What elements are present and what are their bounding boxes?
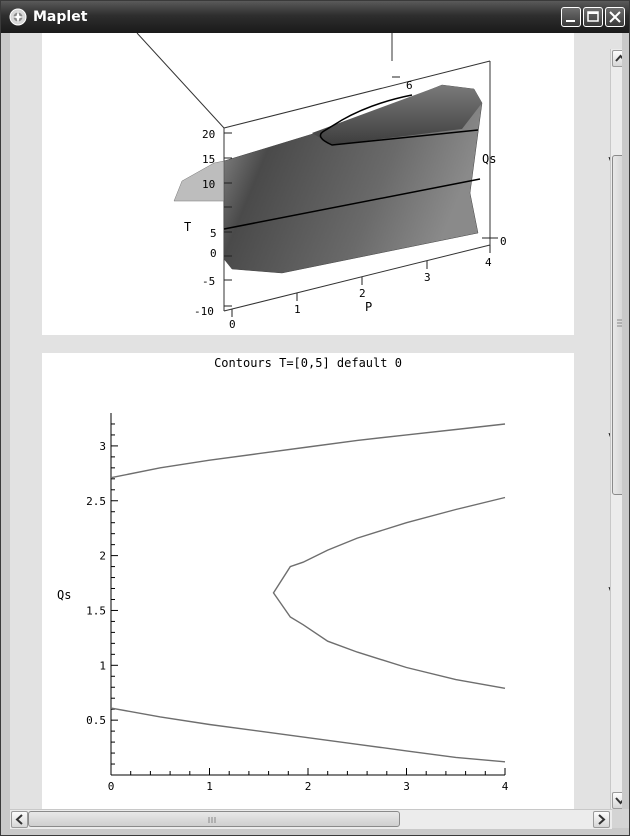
contour-plot-2d[interactable]: Contours T=[0,5] default 0 Qs 0 1 2 3 4 0.5 1 1… [42,353,574,813]
qs-axis-ticks [392,76,498,239]
arrow-up-icon [615,54,622,62]
arrow-left-icon [15,814,23,825]
surface-contour-bottom [223,178,481,230]
axes [110,413,505,776]
contour-line-2 [272,496,506,689]
surface-left-flank [173,160,225,202]
maple-leaf-icon [9,8,27,26]
p-tick-4: 4 [485,256,492,269]
scroll-left-button[interactable] [11,811,28,828]
surface-contour-top [319,94,479,146]
contour-line-1 [110,423,506,479]
vertical-scroll-thumb[interactable] [612,155,622,495]
y-tick-label: 0.5 [86,714,106,727]
x-tick-label: 0 [108,780,115,793]
close-icon [609,11,621,23]
scroll-right-button[interactable] [593,811,610,828]
arrow-right-icon [598,814,606,825]
y-tick-label: 3 [99,440,106,453]
x-tick-label: 3 [403,780,410,793]
t-tick-15: 15 [202,153,215,166]
contour-plot-canvas: Contours T=[0,5] default 0 Qs 0 1 2 3 4 0.5 1 1… [57,356,509,793]
grip-icon [208,817,216,823]
qs-tick-6: 6 [406,79,413,92]
scroll-up-button[interactable] [612,50,622,67]
y-tick-label: 2.5 [86,495,106,508]
scroll-down-button[interactable] [612,792,622,809]
p-tick-0: 0 [229,318,236,331]
tick-labels: 0 1 2 3 4 0.5 1 1.5 2 2.5 3 [86,440,509,793]
t-tick-neg5: -5 [202,275,215,288]
surface-plot-canvas: 20 15 10 5 0 -5 -10 T 0 1 2 3 4 P 6 0 Qs [136,33,507,331]
tick-marks [110,423,506,775]
window-title: Maplet [33,9,88,25]
t-tick-0: 0 [210,247,217,260]
maximize-button[interactable] [583,7,603,27]
contour-lines [110,423,506,763]
qs-axis-label: Qs [482,152,496,166]
maplet-content: 20 15 10 5 0 -5 -10 T 0 1 2 3 4 P 6 0 Qs [10,33,622,828]
p-tick-3: 3 [424,271,431,284]
title-bar[interactable]: Maplet [1,1,629,33]
t-tick-5: 5 [210,227,217,240]
x-tick-label: 1 [206,780,213,793]
surface-plot-3d[interactable]: 20 15 10 5 0 -5 -10 T 0 1 2 3 4 P 6 0 Qs [42,33,574,335]
close-button[interactable] [605,7,625,27]
qs-tick-0: 0 [500,235,507,248]
y-tick-label: 1.5 [86,604,106,617]
x-tick-label: 2 [305,780,312,793]
t-axis-label: T [184,220,191,234]
arrow-down-icon [615,797,622,805]
grip-icon [617,319,622,327]
p-axis-ticks [231,245,491,317]
surface-ridge [312,85,482,145]
chart-title: Contours T=[0,5] default 0 [214,356,402,370]
vertical-scrollbar[interactable] [610,49,622,828]
t-tick-20: 20 [202,128,215,141]
y-tick-label: 2 [99,550,106,563]
x-tick-label: 4 [502,780,509,793]
horizontal-scrollbar[interactable] [10,809,612,829]
p-tick-2: 2 [359,287,366,300]
t-tick-neg10: -10 [194,305,214,318]
t-axis-ticks [224,132,232,307]
maximize-icon [587,11,599,22]
scrollbar-corner [612,809,629,828]
t-tick-10: 10 [202,178,215,191]
p-tick-1: 1 [294,303,301,316]
y-axis-label: Qs [57,588,71,602]
horizontal-scroll-thumb[interactable] [28,811,400,827]
contour-line-3 [110,707,506,763]
y-tick-label: 1 [99,659,106,672]
p-axis-label: P [365,300,372,314]
minimize-icon [566,20,575,22]
minimize-button[interactable] [561,7,581,27]
